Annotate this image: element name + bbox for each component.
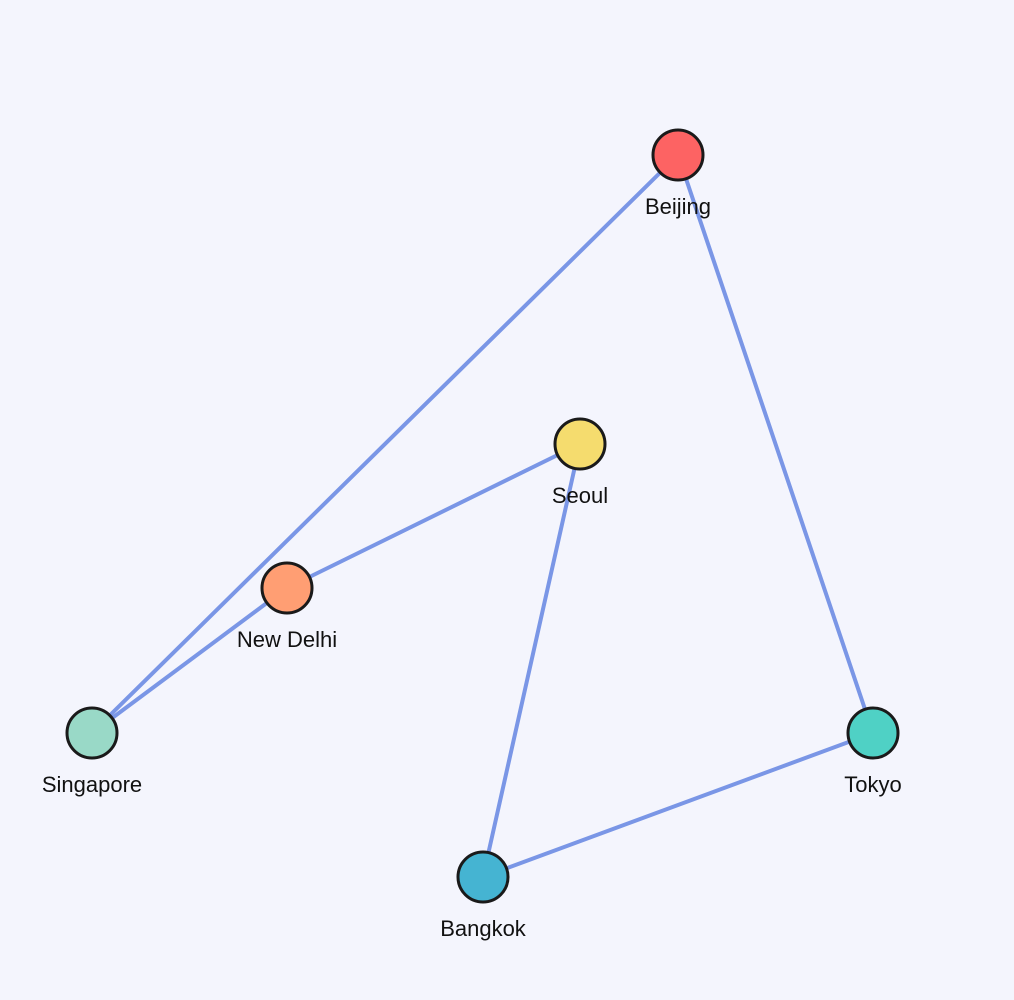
node-new-delhi[interactable]: New Delhi: [237, 561, 337, 652]
node-label-seoul: Seoul: [552, 483, 608, 508]
node-seoul[interactable]: Seoul: [552, 417, 608, 508]
node-circle-new-delhi[interactable]: [260, 561, 314, 615]
node-tokyo[interactable]: Tokyo: [844, 706, 902, 797]
node-beijing[interactable]: Beijing: [645, 128, 711, 219]
node-bangkok[interactable]: Bangkok: [440, 850, 527, 941]
node-circle-seoul[interactable]: [553, 417, 607, 471]
nodes-layer: Beijing Seoul New Delhi Singapore Tokyo Bangk…: [42, 128, 902, 941]
node-label-tokyo: Tokyo: [844, 772, 901, 797]
edge-new-delhi-singapore: [90, 586, 289, 735]
node-label-singapore: Singapore: [42, 772, 142, 797]
node-label-new-delhi: New Delhi: [237, 627, 337, 652]
edge-tokyo-bangkok: [481, 731, 875, 879]
node-circle-bangkok[interactable]: [456, 850, 510, 904]
node-singapore[interactable]: Singapore: [42, 706, 142, 797]
edge-beijing-tokyo: [676, 153, 875, 735]
edge-seoul-bangkok: [481, 442, 582, 879]
node-label-beijing: Beijing: [645, 194, 711, 219]
node-label-bangkok: Bangkok: [440, 916, 527, 941]
edge-beijing-singapore: [90, 153, 680, 735]
node-circle-tokyo[interactable]: [846, 706, 900, 760]
node-circle-beijing[interactable]: [651, 128, 705, 182]
edges-layer: [90, 153, 875, 879]
node-circle-singapore[interactable]: [65, 706, 119, 760]
edge-seoul-new-delhi: [285, 442, 582, 590]
